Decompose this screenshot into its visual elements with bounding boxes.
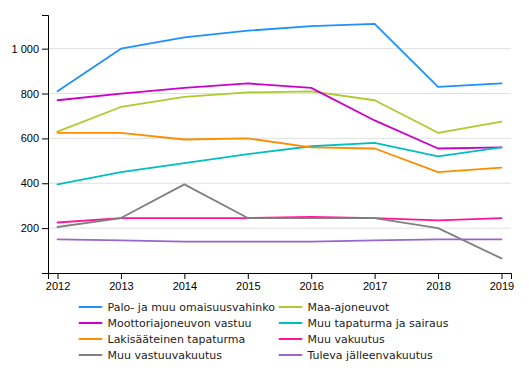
legend-label: Palo- ja muu omaisuusvahinko [108,301,276,314]
legend-item: Moottoriajoneuvon vastuu [80,317,252,330]
x-tick-label: 2017 [363,280,387,292]
grid-line [48,48,511,49]
grid-line [48,228,511,229]
legend-swatch [80,306,102,308]
x-tick: 2016 [299,273,323,292]
x-tick-mark [438,273,439,279]
legend-swatch [80,354,102,356]
x-tick-label: 2018 [426,280,450,292]
legend-item: Tuleva jälleenvakuutus [280,349,434,362]
x-tick-mark [311,273,312,279]
x-tick-mark [375,273,376,279]
y-tick-mark [42,228,48,229]
x-tick-label: 2019 [490,280,514,292]
legend-swatch [80,322,102,324]
grid-line [48,138,511,139]
legend-label: Tuleva jälleenvakuutus [307,349,434,362]
x-axis-line [49,274,512,280]
x-tick-label: 2012 [46,280,70,292]
lines [58,24,502,258]
legend-swatch [280,354,302,356]
series-line [58,184,502,258]
series-line [58,239,502,241]
legend-item: Muu tapaturma ja sairaus [280,317,449,330]
x-axis: 2012 2013 2014 2015 2016 2017 2018 2019 [46,273,514,292]
x-tick-label: 2014 [173,280,197,292]
x-tick-mark [121,273,122,279]
legend-swatch [280,322,302,324]
series-line [58,143,502,185]
x-tick: 2013 [109,273,133,292]
x-tick: 2014 [173,273,197,292]
y-tick: 1 000 [11,43,48,55]
x-tick: 2015 [236,273,260,292]
y-tick: 400 [21,177,48,189]
y-tick-mark [42,49,48,50]
y-tick-label: 600 [21,132,39,144]
x-tick: 2012 [46,273,70,292]
legend-label: Muu vastuuvakuutus [108,349,223,362]
series-line [58,83,502,148]
legend-item: Muu vakuutus [280,333,385,346]
x-tick-mark [184,273,185,279]
x-tick: 2017 [363,273,387,292]
y-tick-label: 200 [21,222,39,234]
x-tick-mark [248,273,249,279]
legend-label: Muu tapaturma ja sairaus [308,317,449,330]
y-tick-label: 800 [21,88,39,100]
legend-label: Moottoriajoneuvon vastuu [108,317,252,330]
series-line [58,91,502,133]
series-line [58,133,502,172]
grid [48,49,511,228]
legend-item: Lakisääteinen tapaturma [80,333,246,346]
y-axis-line [42,16,49,274]
y-tick-mark [42,94,48,95]
y-tick: 200 [21,222,48,234]
legend-label: Muu vakuutus [308,333,385,346]
x-tick: 2019 [490,273,514,292]
y-tick-label: 400 [21,177,39,189]
y-axis: 200 400 600 800 1 000 [11,16,48,274]
legend-swatch [280,306,302,308]
x-tick-label: 2016 [299,280,323,292]
y-tick: 600 [21,132,48,144]
series-line [58,24,502,91]
legend-label: Lakisääteinen tapaturma [108,333,246,346]
y-tick-label: 1 000 [11,43,39,55]
legend-swatch [80,338,102,340]
legend-item: Muu vastuuvakuutus [80,349,223,362]
y-tick: 800 [21,88,48,100]
legend-swatch [280,338,302,340]
legend: Palo- ja muu omaisuusvahinko Maa-ajoneuvo… [80,301,449,362]
plot: 2012 2013 2014 2015 2016 2017 2018 2019 200 400 60… [11,16,514,292]
legend-label: Maa-ajoneuvot [308,301,390,314]
y-tick-mark [42,138,48,139]
grid-line [48,183,511,184]
legend-item: Maa-ajoneuvot [280,301,390,314]
x-tick: 2018 [426,273,450,292]
x-tick-mark [501,273,502,279]
legend-item: Palo- ja muu omaisuusvahinko [80,301,276,314]
x-tick-label: 2013 [109,280,133,292]
x-tick-label: 2015 [236,280,260,292]
chart: 2012 2013 2014 2015 2016 2017 2018 2019 200 400 60… [0,0,529,378]
x-tick-mark [58,273,59,279]
y-tick-mark [42,183,48,184]
